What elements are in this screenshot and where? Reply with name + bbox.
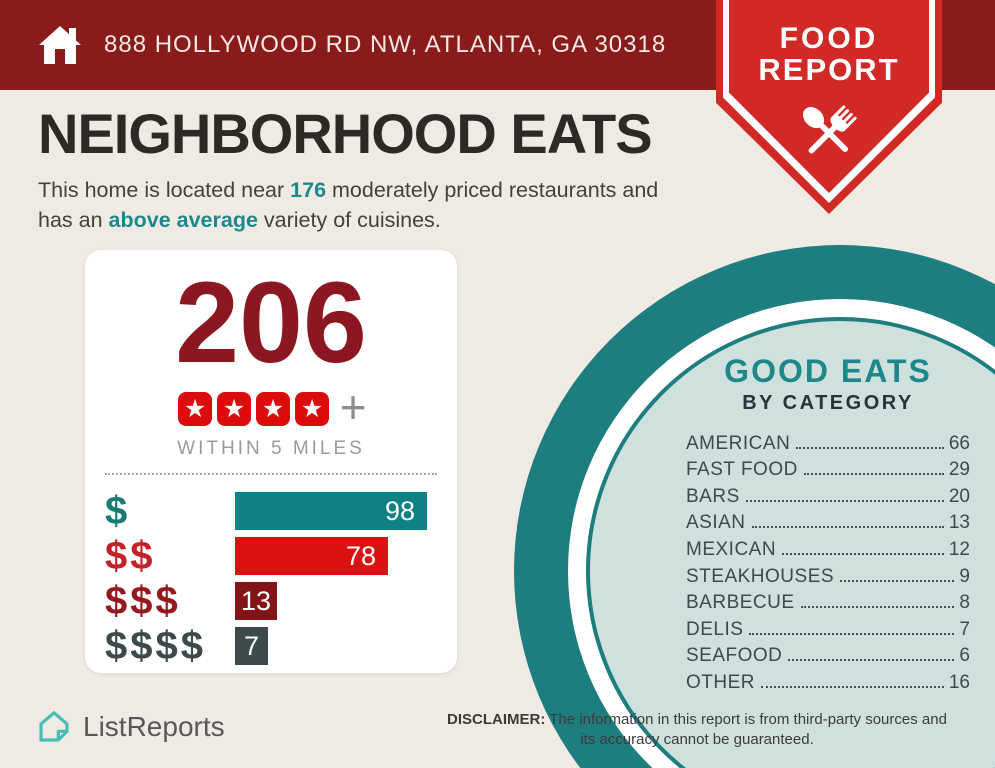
price-bar-chart: $98 $$ 78 $$$ 13 $$$$ 7 <box>105 489 437 668</box>
price-bar-row: $$$$ 7 <box>105 624 437 668</box>
dotted-separator <box>105 473 437 475</box>
listreports-brand: ListReports <box>33 705 225 749</box>
price-level-label: $$$$ <box>105 624 206 668</box>
category-row: OTHER 16 <box>686 672 970 699</box>
restaurant-count-highlight: 176 <box>290 178 327 202</box>
good-eats-content: GOOD EATS BY CATEGORY AMERICAN 66 FAST FOO… <box>590 321 995 768</box>
category-count: 8 <box>959 592 970 614</box>
category-row: AMERICAN 66 <box>686 433 970 460</box>
dotted-leader <box>803 473 944 476</box>
page-title: NEIGHBORHOOD EATS <box>38 102 653 165</box>
category-count: 6 <box>959 645 970 667</box>
category-name: BARBECUE <box>686 592 795 614</box>
category-name: FAST FOOD <box>686 459 798 481</box>
category-row: STEAKHOUSES 9 <box>686 566 970 593</box>
category-count: 13 <box>948 512 970 534</box>
price-level-label: $ <box>105 489 131 533</box>
category-row: DELIS 7 <box>686 619 970 646</box>
property-address: 888 HOLLYWOOD RD NW, ATLANTA, GA 30318 <box>104 31 667 58</box>
category-row: FAST FOOD 29 <box>686 459 970 486</box>
price-bar-value: 98 <box>384 495 415 526</box>
category-count: 66 <box>948 432 970 454</box>
price-bar-row: $98 <box>105 489 437 533</box>
price-bar-row: $$ 78 <box>105 534 437 578</box>
subtitle-text: This home is located near <box>38 178 291 202</box>
dotted-leader <box>840 579 955 582</box>
home-icon <box>39 26 81 64</box>
disclaimer-text: The information in this report is from t… <box>545 711 947 748</box>
intro-section: NEIGHBORHOOD EATS This home is located n… <box>38 106 718 235</box>
crossed-spoon-fork-icon <box>803 104 857 154</box>
disclaimer-label: DISCLAIMER: <box>447 711 546 728</box>
price-bar: 98 <box>235 492 427 530</box>
price-bar-row: $$$ 13 <box>105 579 437 623</box>
category-name: MEXICAN <box>686 538 777 560</box>
subtitle-text: variety of cuisines. <box>257 207 441 232</box>
price-bar-value: 13 <box>240 585 272 616</box>
dotted-leader <box>751 526 944 529</box>
star-rating: ★ ★ ★ ★ + <box>105 384 437 430</box>
category-name: DELIS <box>686 618 744 640</box>
yelp-star-icon: ★ <box>295 392 330 426</box>
category-count: 7 <box>959 618 970 640</box>
category-name: STEAKHOUSES <box>686 565 835 587</box>
category-name: SEAFOOD <box>686 645 783 667</box>
intro-subtitle: This home is located near 176 moderately… <box>38 176 686 235</box>
dotted-leader <box>761 685 944 688</box>
price-bar-value: 7 <box>243 630 260 661</box>
yelp-star-icon: ★ <box>217 392 252 426</box>
price-bar: 13 <box>235 582 277 620</box>
dotted-leader <box>788 659 955 662</box>
category-row: BARBECUE 8 <box>686 592 970 619</box>
listreports-logo-icon <box>39 711 69 742</box>
subtitle-text: moderately priced restaurants and has an <box>38 178 659 232</box>
ribbon-title-report: REPORT <box>758 52 900 87</box>
restaurant-stats-card: 206 ★ ★ ★ ★ + WITHIN 5 MILES $98 $$ 78 $$$ 13 $$$… <box>85 250 457 673</box>
dotted-leader <box>782 552 944 555</box>
category-name: ASIAN <box>686 512 746 534</box>
category-row: ASIAN 13 <box>686 512 970 539</box>
category-count: 29 <box>948 459 970 481</box>
price-level-label: $$ <box>105 534 156 578</box>
good-eats-title: GOOD EATS <box>724 353 932 389</box>
variety-highlight: above average <box>108 207 258 232</box>
disclaimer: DISCLAIMER: The information in this repo… <box>442 710 952 750</box>
dotted-leader <box>745 499 944 502</box>
price-bar-value: 78 <box>345 540 376 571</box>
price-bar: 78 <box>235 537 388 575</box>
dotted-leader <box>800 606 955 609</box>
category-count: 9 <box>959 565 970 587</box>
category-name: BARS <box>686 485 740 507</box>
price-level-label: $$$ <box>105 579 181 623</box>
category-name: AMERICAN <box>686 432 791 454</box>
category-row: MEXICAN 12 <box>686 539 970 566</box>
plus-sign: + <box>339 381 367 433</box>
category-count: 12 <box>948 538 970 560</box>
category-row: BARS 20 <box>686 486 970 513</box>
good-eats-subtitle: BY CATEGORY <box>742 391 914 414</box>
yelp-star-icon: ★ <box>178 392 213 426</box>
price-bar: 7 <box>235 627 268 665</box>
category-row: SEAFOOD 6 <box>686 645 970 672</box>
listreports-wordmark: ListReports <box>83 711 225 742</box>
total-restaurant-count: 206 <box>175 259 367 387</box>
dotted-leader <box>796 446 944 449</box>
ribbon-content: FOOD REPORT <box>716 0 942 171</box>
category-count: 16 <box>948 671 970 693</box>
category-list: AMERICAN 66 FAST FOOD 29 BARS 20 ASIAN 13 MEXICA… <box>686 433 970 699</box>
ribbon-title-food: FOOD <box>779 22 879 55</box>
dotted-leader <box>749 632 955 635</box>
food-report-ribbon: FOOD REPORT <box>716 0 942 214</box>
category-name: OTHER <box>686 671 755 693</box>
category-count: 20 <box>948 485 970 507</box>
radius-label: WITHIN 5 MILES <box>177 438 365 459</box>
yelp-star-icon: ★ <box>256 392 291 426</box>
good-eats-circle: GOOD EATS BY CATEGORY AMERICAN 66 FAST FOO… <box>586 317 995 768</box>
